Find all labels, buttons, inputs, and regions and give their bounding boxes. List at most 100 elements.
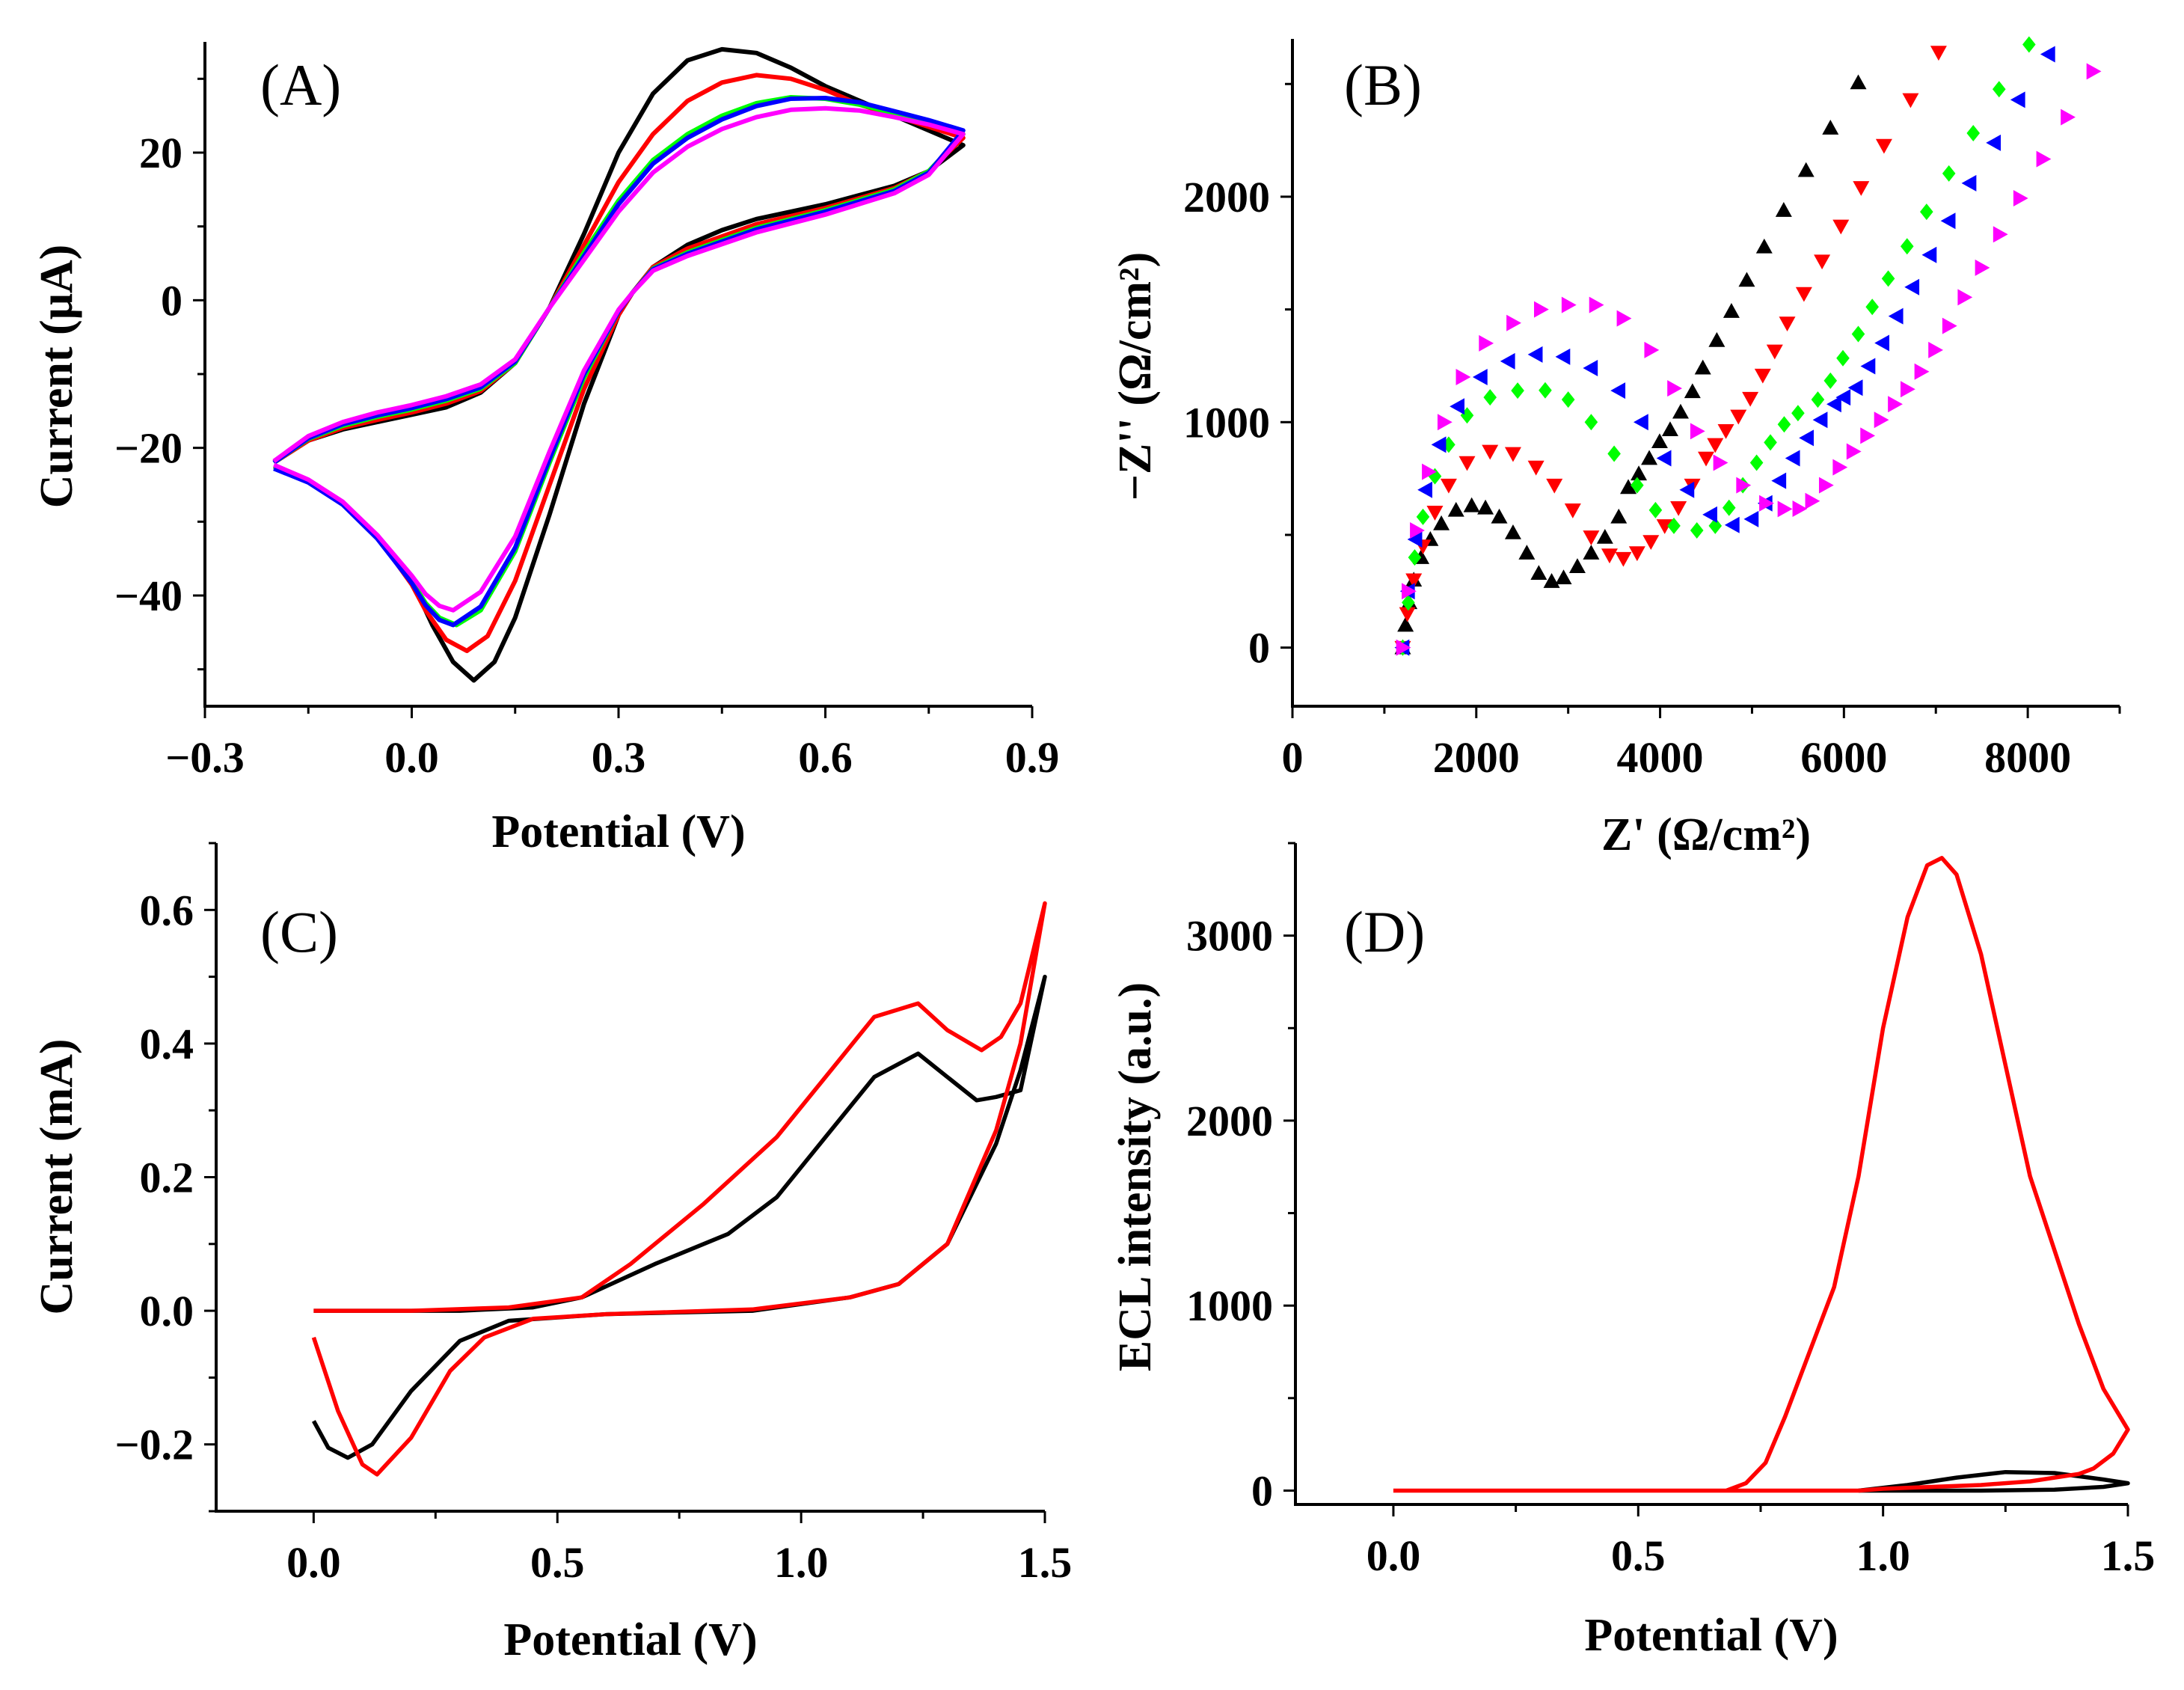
data-point: [1583, 530, 1600, 545]
data-point: [1957, 289, 1973, 306]
data-point: [1433, 515, 1450, 530]
panel-a-y-tick-label: −20: [114, 424, 182, 473]
data-point: [1812, 411, 1828, 429]
data-point: [1694, 359, 1711, 375]
data-point: [1986, 134, 2002, 151]
panel-a-y-tick-label: −40: [114, 572, 182, 620]
data-point: [1723, 303, 1740, 318]
data-point: [1875, 138, 1892, 154]
panel-a-x-tick-label: 0.9: [1005, 733, 1060, 782]
panel-c-y-tick-label: 0.0: [140, 1287, 194, 1335]
panel-b-series-0: [1394, 74, 1867, 655]
data-point: [1822, 120, 1839, 135]
panel-b-x-tick-label: 6000: [1800, 733, 1887, 782]
data-point: [1648, 501, 1663, 518]
data-point: [1642, 535, 1660, 551]
panel-a-y-tick-label: 20: [139, 129, 182, 177]
data-point: [1644, 341, 1660, 358]
panel-d-x-tick-label: 1.5: [2101, 1531, 2156, 1580]
panel-a-x-tick-label: 0.3: [592, 733, 646, 782]
panel-c-y-tick-label: −0.2: [114, 1421, 194, 1469]
data-point: [1708, 331, 1726, 347]
data-point: [1799, 429, 1814, 447]
panel-b-x-tick-label: 8000: [1984, 733, 2071, 782]
data-point: [1402, 594, 1415, 611]
data-point: [1993, 226, 2008, 243]
data-point: [1904, 278, 1920, 296]
data-point: [1504, 447, 1521, 462]
panel-d-ecl-chart: (D) Potential (V) ECL intensity (a.u.) 0…: [1110, 842, 2156, 1661]
data-point: [1846, 443, 1862, 460]
data-point: [1836, 349, 1850, 367]
panel-d-series-line-0: [1858, 1469, 2130, 1493]
data-point: [1656, 519, 1673, 534]
data-point: [1942, 165, 1956, 182]
data-point: [1483, 389, 1497, 406]
data-point: [1511, 382, 1524, 399]
data-point: [1835, 389, 1851, 406]
data-point: [1764, 434, 1777, 451]
data-point: [1785, 450, 1800, 467]
data-point: [1742, 391, 1759, 407]
panel-c-series-line-0: [311, 974, 1047, 1460]
data-point: [1543, 573, 1560, 588]
data-point: [1422, 463, 1437, 480]
panel-c-x-tick-label: 1.5: [1018, 1538, 1073, 1587]
panel-b-series-1: [1394, 46, 1947, 656]
panel-c-xlabel: Potential (V): [503, 1614, 757, 1665]
data-point: [1641, 450, 1658, 465]
data-point: [1826, 396, 1841, 413]
data-point: [2061, 108, 2076, 126]
data-point: [1940, 212, 1956, 230]
data-point: [1791, 405, 1805, 422]
data-point: [1596, 528, 1613, 544]
data-point: [2022, 36, 2036, 53]
data-point: [1850, 74, 1867, 90]
data-point: [1966, 124, 1981, 141]
data-point: [1832, 459, 1848, 476]
data-point: [1853, 181, 1870, 196]
data-point: [1539, 382, 1552, 399]
panel-d-x-tick-label: 1.0: [1856, 1531, 1910, 1580]
data-point: [1479, 334, 1494, 352]
panel-d-y-tick-label: 1000: [1186, 1282, 1273, 1330]
data-point: [1900, 381, 1915, 398]
panel-d-xlabel: Potential (V): [1584, 1610, 1838, 1661]
data-point: [1814, 254, 1831, 270]
data-point: [1416, 508, 1430, 525]
data-point: [1601, 548, 1618, 564]
panel-a-x-tick-label: 0.6: [798, 733, 853, 782]
panel-a-label: (A): [260, 52, 341, 117]
panel-b-x-tick-label: 4000: [1617, 733, 1704, 782]
data-point: [1792, 500, 1808, 518]
data-point: [1504, 524, 1521, 539]
data-point: [1410, 521, 1425, 539]
data-point: [1458, 456, 1476, 471]
data-point: [1900, 238, 1914, 255]
panel-c-label: (C): [260, 899, 338, 964]
panel-b-series-4: [1396, 63, 2102, 656]
data-point: [1975, 259, 1990, 276]
data-point: [1561, 296, 1577, 313]
panel-b-label: (B): [1344, 52, 1422, 117]
data-point: [1992, 81, 2006, 98]
data-point: [1823, 372, 1838, 389]
panel-c-x-tick-label: 1.0: [774, 1538, 829, 1587]
data-point: [1888, 307, 1904, 325]
panel-a-cv-chart: (A) Potential (V) Current (μA) −0.3 0.0 0.…: [31, 42, 1059, 857]
panel-b-nyquist-chart: (B) Z' (Ω/cm²) −Z'' (Ω/cm²) 0 2000 4000 600…: [1110, 36, 2121, 860]
data-point: [1417, 481, 1432, 498]
panel-c-x-tick-label: 0.0: [286, 1538, 341, 1587]
data-point: [1777, 416, 1791, 433]
data-point: [1610, 382, 1626, 399]
data-point: [1670, 501, 1687, 516]
data-point: [1407, 531, 1423, 548]
data-point: [1667, 517, 1681, 534]
data-point: [1610, 508, 1628, 524]
data-point: [1518, 545, 1536, 560]
data-point: [1851, 325, 1865, 343]
panel-d-y-tick-label: 0: [1251, 1466, 1273, 1515]
data-point: [1583, 359, 1598, 376]
data-point: [1698, 451, 1714, 467]
panel-c-series-line-1: [311, 901, 1047, 1477]
